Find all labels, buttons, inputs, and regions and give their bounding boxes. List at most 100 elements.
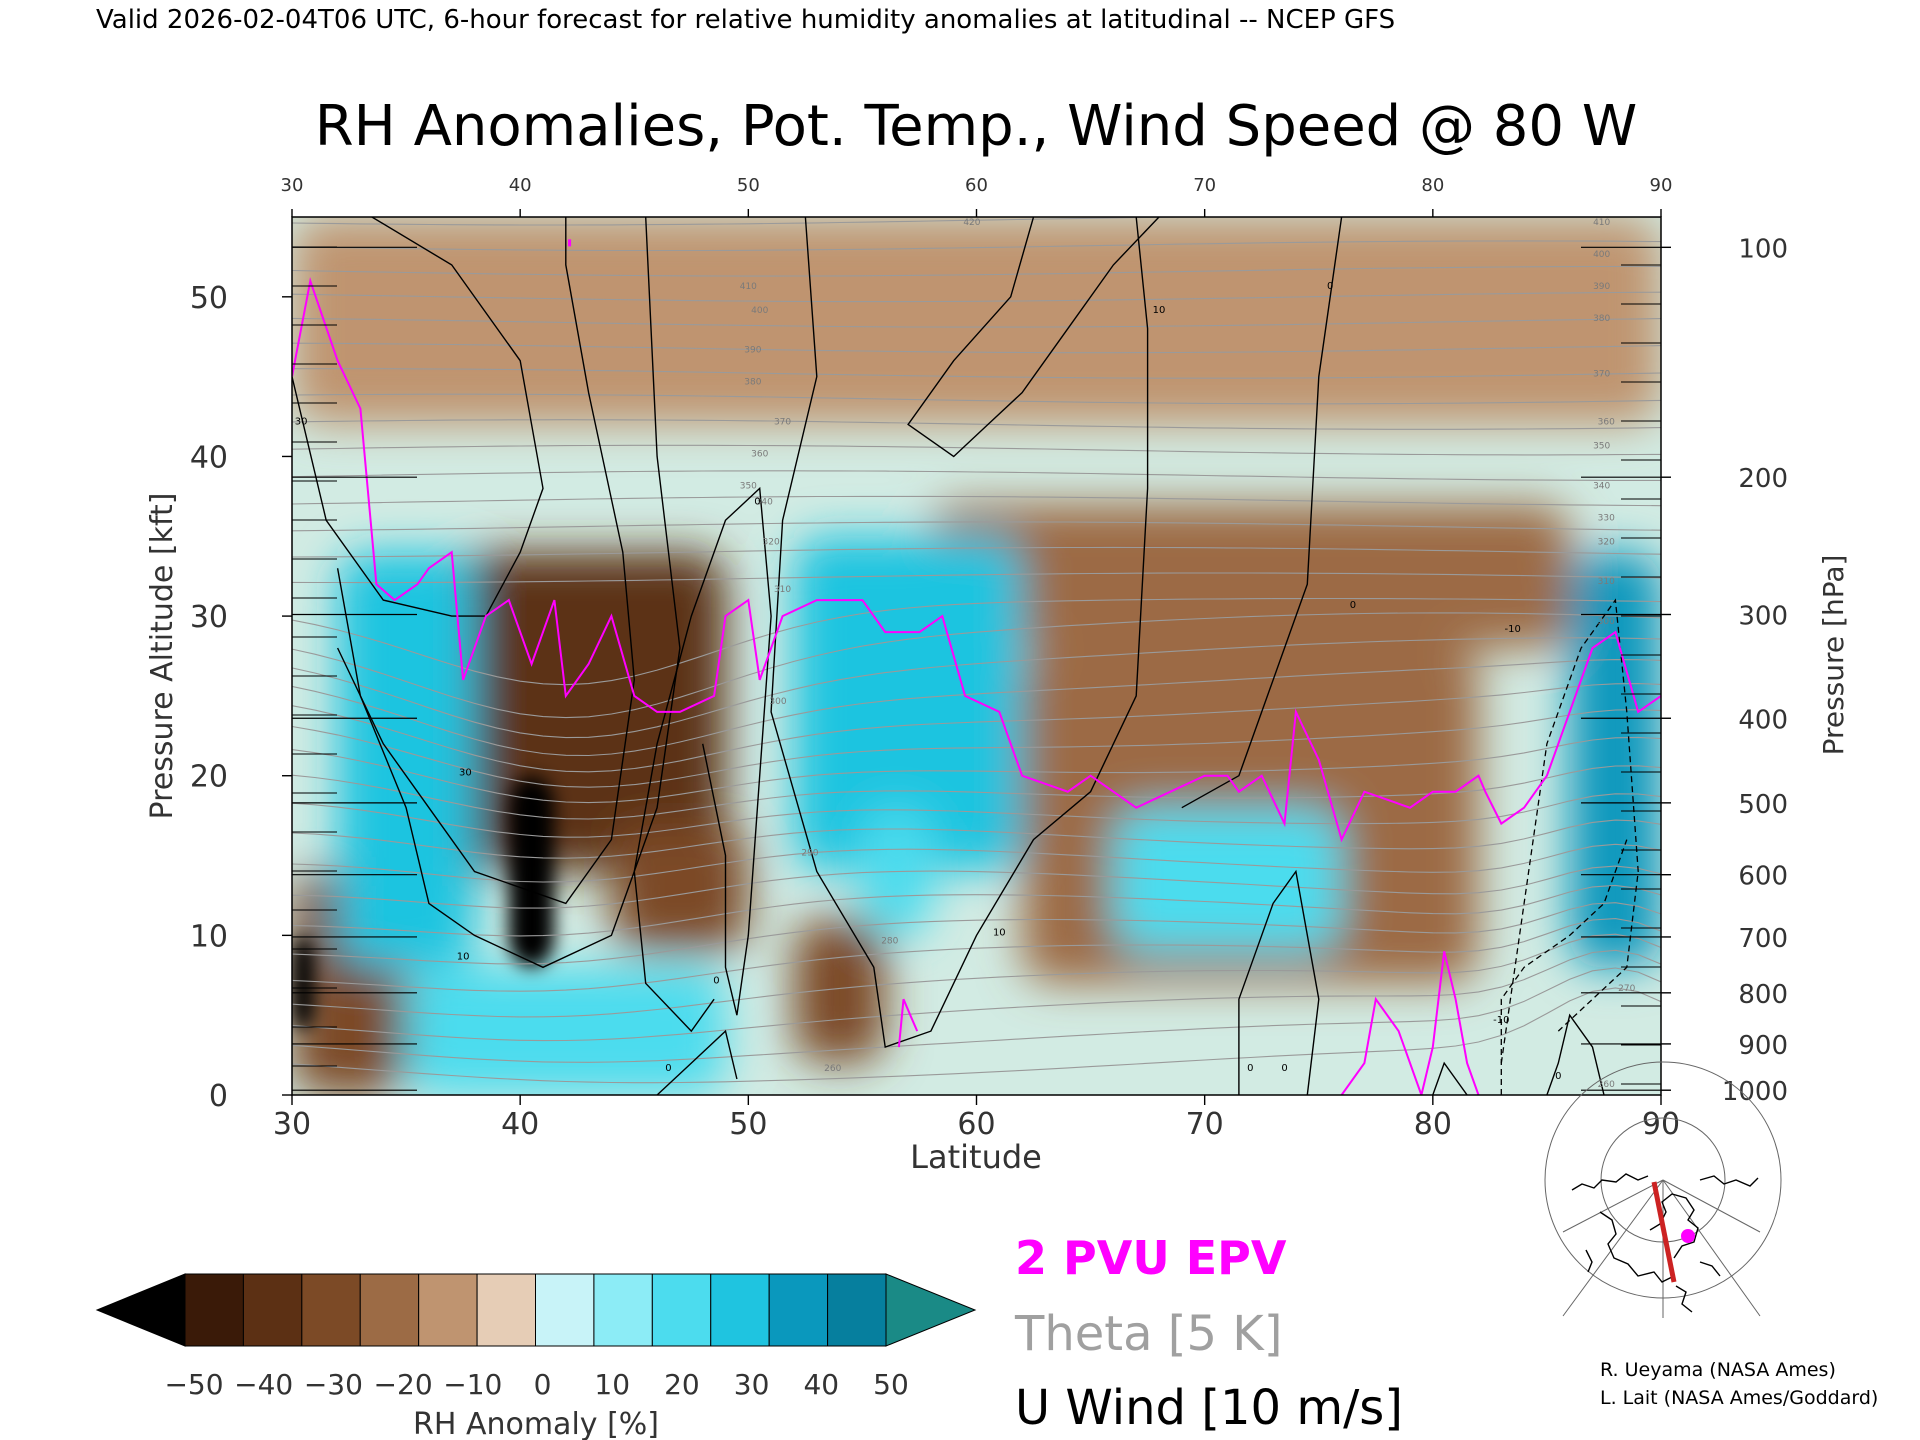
wind-label-13: 0: [1555, 1071, 1561, 1082]
x-tick-label-4: 70: [1186, 1107, 1224, 1142]
theta-line-7: [292, 865, 1661, 909]
theta-label-4: 370: [1593, 370, 1610, 380]
x-tick-label-6: 90: [1642, 1107, 1680, 1142]
theta-line-29: [292, 317, 1661, 328]
wind-line-2: [336, 217, 636, 905]
inset-map-coastlines: [1571, 1173, 1759, 1313]
theta-line-5: [292, 902, 1661, 965]
p-tick-label-3: 400: [1738, 705, 1788, 735]
theta-line-26: [292, 393, 1661, 405]
theta-label-27: 260: [1598, 1080, 1615, 1090]
wind-label-3: 10: [457, 951, 470, 962]
colorbar: [95, 1273, 977, 1347]
colorbar-over-arrow: [885, 1273, 977, 1347]
x-tick-label-5: 80: [1414, 1107, 1452, 1142]
pressure-level-ticks: [292, 246, 1661, 1091]
colorbar-bin-6: [535, 1273, 595, 1347]
x-axis-top: 30 40 50 60 70 80 90: [281, 175, 1672, 217]
p-tick-label-8: 900: [1738, 1031, 1788, 1061]
p-tick-label-5: 600: [1738, 862, 1788, 892]
theta-line-2: [292, 949, 1661, 1042]
y-tick-label-2: 20: [190, 760, 228, 795]
inset-map-frame: [1562, 1168, 1760, 1318]
colorbar-bin-1: [242, 1273, 303, 1347]
wind-line-3: [336, 217, 681, 969]
theta-label-15: 390: [744, 346, 761, 356]
colorbar-bin-3: [359, 1273, 420, 1347]
anomaly-region-14: [292, 935, 315, 1032]
colorbar-bin-11: [827, 1273, 887, 1347]
theta-line-10: [292, 793, 1661, 838]
wind-line-4: [633, 486, 772, 1033]
colorbar-tick-5: 0: [534, 1368, 552, 1401]
theta-label-18: 360: [751, 449, 768, 459]
theta-label-25: 280: [881, 936, 898, 946]
anomaly-region-4: [611, 823, 749, 952]
y-tick-label-1: 10: [190, 919, 228, 954]
theta-line-17: [292, 612, 1661, 719]
colorbar-tick-10: 50: [873, 1368, 909, 1401]
colorbar-tick-7: 20: [664, 1368, 700, 1401]
x-top-tick-label-5: 80: [1421, 175, 1444, 196]
theta-label-0: 410: [1593, 218, 1610, 228]
theta-line-6: [292, 884, 1661, 937]
p-tick-label-7: 800: [1738, 980, 1788, 1010]
theta-line-8: [292, 843, 1661, 883]
credit-line-2: L. Lait (NASA Ames/Goddard): [1600, 1387, 1878, 1409]
theta-line-24: [292, 444, 1661, 456]
valid-line: Valid 2026-02-04T06 UTC, 6-hour forecast…: [96, 5, 1395, 35]
wind-easterly-line-1: [1500, 839, 1628, 1095]
theta-label-17: 370: [774, 418, 791, 428]
colorbar-bin-2: [301, 1273, 361, 1347]
p-tick-label-1: 200: [1738, 464, 1788, 494]
theta-line-21: [292, 521, 1661, 532]
y-tick-label-4: 40: [190, 440, 228, 475]
credit-line-1: R. Ueyama (NASA Ames): [1600, 1359, 1836, 1381]
x-tick-label-3: 60: [957, 1107, 995, 1142]
theta-label-1: 400: [1593, 250, 1610, 260]
anomaly-region-1: [930, 504, 1570, 649]
colorbar-label: RH Anomaly [%]: [413, 1407, 659, 1440]
colorbar-tick-4: −10: [443, 1368, 502, 1401]
theta-label-16: 380: [744, 378, 761, 388]
theta-line-3: [292, 933, 1661, 1018]
wind-line-10: [1546, 1013, 1605, 1095]
theta-label-7: 340: [1593, 481, 1610, 491]
legend-theta: Theta [5 K]: [1014, 1306, 1283, 1362]
theta-label-10: 310: [1598, 577, 1615, 587]
wind-label-1: 30: [295, 417, 308, 428]
theta-line-28: [292, 342, 1661, 354]
colorbar-bin-9: [710, 1273, 770, 1347]
anomaly-region-11: [406, 967, 726, 1095]
wind-label-7: 10: [993, 927, 1006, 938]
wind-label-15: -10: [1493, 1015, 1509, 1026]
theta-label-8: 330: [1598, 513, 1615, 523]
x-axis-label: Latitude: [910, 1138, 1042, 1176]
theta-line-30: [292, 291, 1661, 303]
legend-epv: 2 PVU EPV: [1015, 1231, 1287, 1285]
theta-label-5: 360: [1598, 418, 1615, 428]
wind-easterly-line-0: [1500, 598, 1639, 1064]
x-top-tick-label-3: 60: [965, 175, 988, 196]
wind-line-0: [371, 217, 544, 617]
wind-label-4: 0: [754, 496, 760, 507]
theta-label-23: 300: [769, 697, 786, 707]
theta-label-24: 290: [801, 849, 818, 859]
u-wind-contours: [292, 217, 1639, 1095]
theta-line-31: [292, 265, 1661, 277]
theta-line-22: [292, 495, 1661, 507]
colorbar-bin-4: [418, 1273, 478, 1347]
wind-label-8: 10: [1153, 305, 1166, 316]
theta-contour-labels: 410 400 390 380 370 360 350 340 330 320 310 300 420 4…: [740, 218, 1636, 1090]
y-tick-label-0: 0: [209, 1079, 228, 1114]
colorbar-tick-2: −30: [304, 1368, 363, 1401]
theta-line-15: [292, 659, 1661, 757]
wind-line-7: [1181, 217, 1343, 809]
colorbar-tick-8: 30: [734, 1368, 770, 1401]
p-tick-label-4: 500: [1738, 790, 1788, 820]
theta-line-25: [292, 419, 1661, 430]
theta-line-27: [292, 368, 1661, 379]
theta-label-6: 350: [1593, 441, 1610, 451]
wind-label-12: 0: [1281, 1063, 1287, 1074]
colorbar-tick-0: −50: [164, 1368, 223, 1401]
